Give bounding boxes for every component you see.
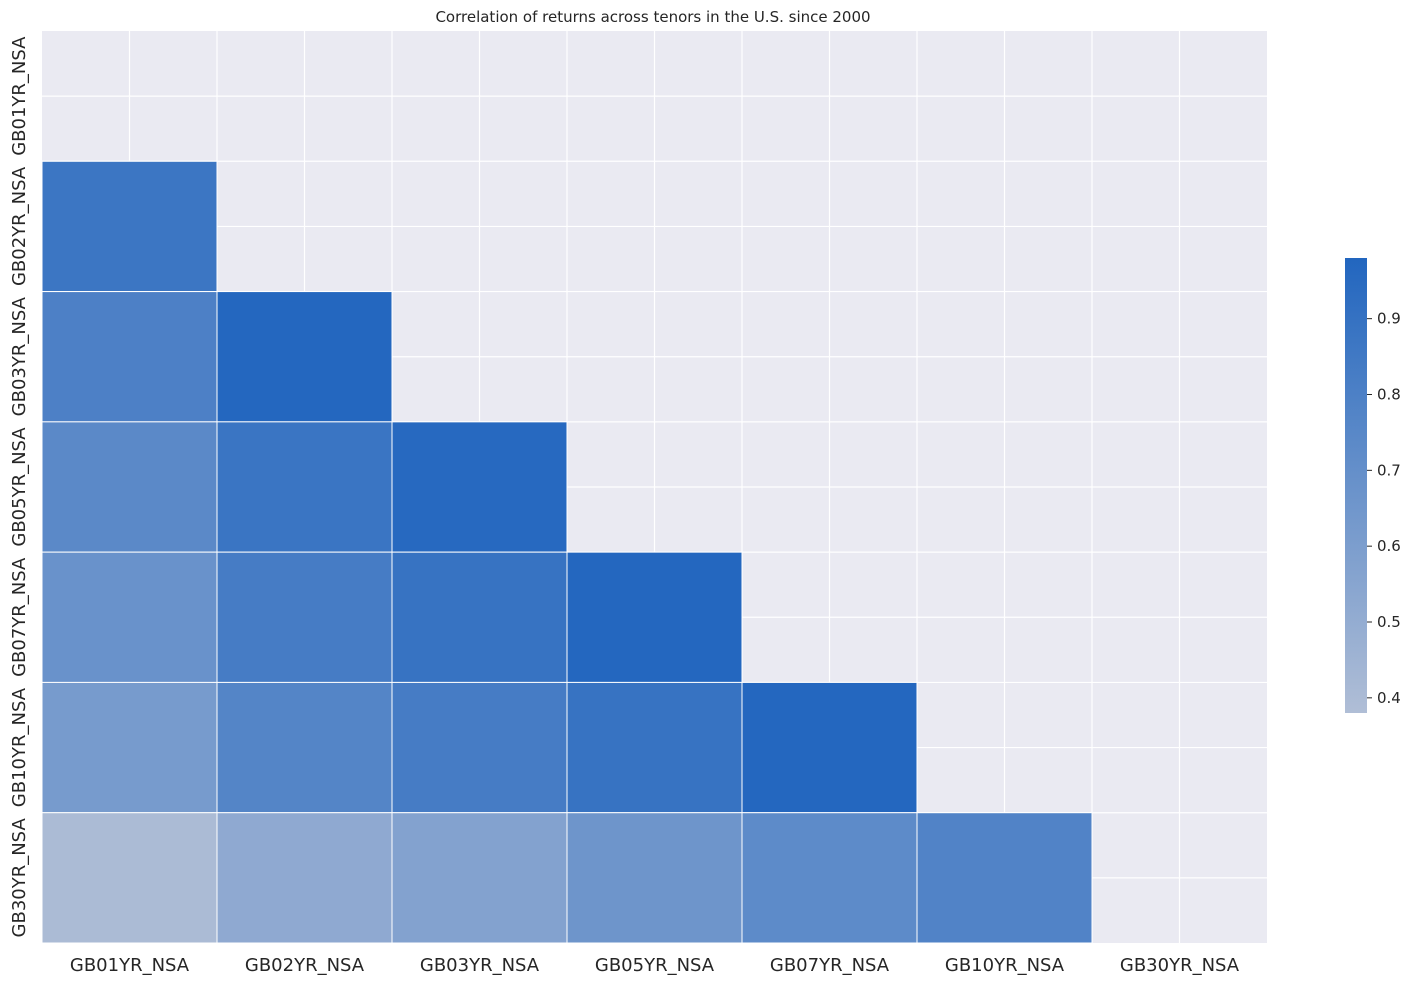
- heatmap-cells: [41, 160, 1093, 944]
- heatmap-cell-GB03YR_NSA-GB02YR_NSA: [216, 291, 393, 423]
- colorbar-tick-label: 0.9: [1377, 310, 1401, 328]
- heatmap-cell-GB07YR_NSA-GB03YR_NSA: [391, 551, 568, 683]
- heatmap-cell-GB10YR_NSA-GB02YR_NSA: [216, 681, 393, 814]
- y-tick-label: GB10YR_NSA: [9, 687, 30, 807]
- heatmap-cell-GB05YR_NSA-GB03YR_NSA: [391, 421, 568, 553]
- heatmap-cell-GB30YR_NSA-GB03YR_NSA: [391, 812, 568, 944]
- chart-title: Correlation of returns across tenors in …: [435, 8, 870, 26]
- x-tick-label: GB05YR_NSA: [595, 955, 715, 976]
- x-tick-label: GB07YR_NSA: [770, 955, 890, 976]
- heatmap-cell-GB02YR_NSA-GB01YR_NSA: [41, 160, 218, 293]
- colorbar-tick-label: 0.6: [1377, 537, 1401, 555]
- heatmap-cell-GB03YR_NSA-GB01YR_NSA: [41, 291, 218, 423]
- colorbar-gradient: [1345, 258, 1367, 713]
- heatmap-cell-GB30YR_NSA-GB07YR_NSA: [741, 812, 918, 944]
- x-tick-label: GB01YR_NSA: [70, 955, 190, 976]
- x-axis-tick-labels: GB01YR_NSA GB02YR_NSA GB03YR_NSA GB05YR_NSA…: [70, 955, 1240, 976]
- heatmap-cell-GB10YR_NSA-GB03YR_NSA: [391, 681, 568, 814]
- heatmap-cell-GB30YR_NSA-GB01YR_NSA: [41, 812, 218, 944]
- heatmap-cell-GB07YR_NSA-GB02YR_NSA: [216, 551, 393, 683]
- y-tick-label: GB30YR_NSA: [9, 818, 30, 938]
- heatmap-cell-GB05YR_NSA-GB01YR_NSA: [41, 421, 218, 553]
- y-tick-label: GB02YR_NSA: [9, 166, 30, 286]
- colorbar-tick-label: 0.4: [1377, 689, 1401, 707]
- y-tick-label: GB07YR_NSA: [9, 557, 30, 677]
- heatmap-cell-GB30YR_NSA-GB05YR_NSA: [566, 812, 743, 944]
- y-tick-label: GB03YR_NSA: [9, 296, 30, 416]
- colorbar-tick-label: 0.8: [1377, 386, 1401, 404]
- colorbar-tick-label: 0.5: [1377, 613, 1401, 631]
- y-tick-label: GB05YR_NSA: [9, 427, 30, 547]
- heatmap-cell-GB10YR_NSA-GB07YR_NSA: [741, 681, 918, 814]
- heatmap-cell-GB10YR_NSA-GB05YR_NSA: [566, 681, 743, 814]
- heatmap-cell-GB30YR_NSA-GB10YR_NSA: [916, 812, 1093, 944]
- x-tick-label: GB02YR_NSA: [245, 955, 365, 976]
- heatmap-cell-GB07YR_NSA-GB05YR_NSA: [566, 551, 743, 683]
- colorbar-tick-label: 0.7: [1377, 461, 1401, 479]
- colorbar: 0.4 0.5 0.6 0.7 0.8 0.9: [1345, 258, 1401, 713]
- heatmap-cell-GB05YR_NSA-GB02YR_NSA: [216, 421, 393, 553]
- x-tick-label: GB30YR_NSA: [1120, 955, 1240, 976]
- y-axis-tick-labels: GB01YR_NSA GB02YR_NSA GB03YR_NSA GB05YR_NSA…: [9, 36, 30, 938]
- heatmap-cell-GB07YR_NSA-GB01YR_NSA: [41, 551, 218, 683]
- heatmap-cell-GB10YR_NSA-GB01YR_NSA: [41, 681, 218, 814]
- y-tick-label: GB01YR_NSA: [9, 36, 30, 156]
- x-tick-label: GB10YR_NSA: [945, 955, 1065, 976]
- x-tick-label: GB03YR_NSA: [420, 955, 540, 976]
- heatmap-cell-GB30YR_NSA-GB02YR_NSA: [216, 812, 393, 944]
